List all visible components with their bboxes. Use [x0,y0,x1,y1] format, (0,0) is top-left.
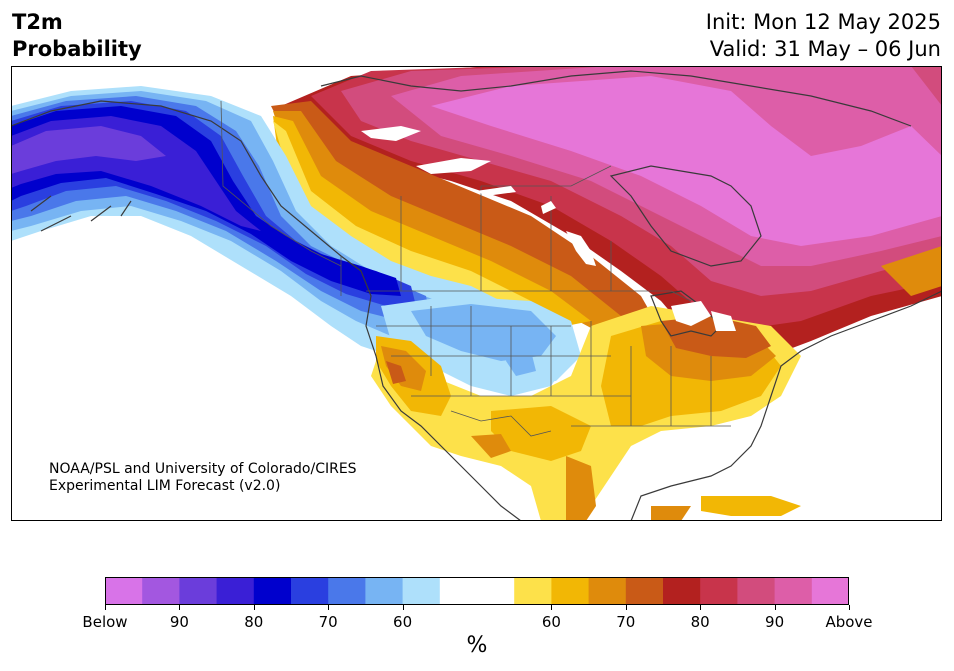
title-variable: T2m [12,10,63,34]
colorbar-tick-label: 70 [318,613,338,631]
coastlines [11,70,942,521]
colorbar-tick-label: 80 [244,613,264,631]
colorbar-tick-mark [179,605,181,610]
colorbar-tick-mark [551,605,553,610]
colorbar-swatch [291,577,329,605]
colorbar-tick-label: 90 [169,613,189,631]
colorbar-swatch [402,577,441,605]
colorbar-swatch [179,577,218,605]
colorbar-tick-label: 60 [541,613,561,631]
valid-date: Valid: 31 May – 06 Jun [709,37,941,61]
colorbar-swatch [365,577,404,605]
credits-forecast: Experimental LIM Forecast (v2.0) [49,478,281,494]
colorbar-tick-mark [849,605,850,610]
colorbar-swatch [663,577,701,605]
warm-north-region [281,66,942,356]
colorbar-tick-label: 90 [765,613,785,631]
colorbar-swatch [253,577,292,605]
colorbar [105,577,849,605]
colorbar-swatch [328,577,366,605]
forecast-dates: Init: Mon 12 May 2025 Valid: 31 May – 06… [706,9,941,63]
colorbar-tick-mark [700,605,702,610]
lakes [361,126,736,331]
map-border [11,66,942,521]
colorbar-tick-mark [105,605,106,610]
political-borders [220,100,731,437]
colorbar-tick-label: Above [825,613,873,631]
colorbar-tick-label: 80 [690,613,710,631]
colorbar-tick-label: 70 [616,613,636,631]
colorbar-swatch [514,577,552,605]
colorbar-swatch [477,577,515,605]
probability-map [11,66,942,521]
colorbar-tick-mark [253,605,255,610]
credits: NOAA/PSL and University of Colorado/CIRE… [49,461,357,495]
colorbar-tick-mark [625,605,627,610]
colorbar-swatch [774,577,813,605]
colorbar-swatch [439,577,478,605]
colorbar-swatch [811,577,849,605]
colorbar-tick-mark [328,605,330,610]
colorbar-swatch [737,577,776,605]
colorbar-swatch [105,577,143,605]
colorbar-swatch [588,577,627,605]
colorbar-swatch [216,577,255,605]
colorbar-unit: % [466,633,488,658]
init-date: Init: Mon 12 May 2025 [705,10,941,34]
colorbar-swatch [142,577,180,605]
colorbar-tick-mark [402,605,404,610]
title-type: Probability [12,37,142,61]
colorbar-tick-label: Below [82,613,128,631]
colorbar-swatch [625,577,664,605]
credits-institution: NOAA/PSL and University of Colorado/CIRE… [49,461,357,477]
map-title: T2m Probability [12,9,142,63]
colorbar-swatch [700,577,738,605]
colorbar-swatch [551,577,590,605]
colorbar-tick-label: 60 [393,613,413,631]
colorbar-tick-mark [774,605,776,610]
